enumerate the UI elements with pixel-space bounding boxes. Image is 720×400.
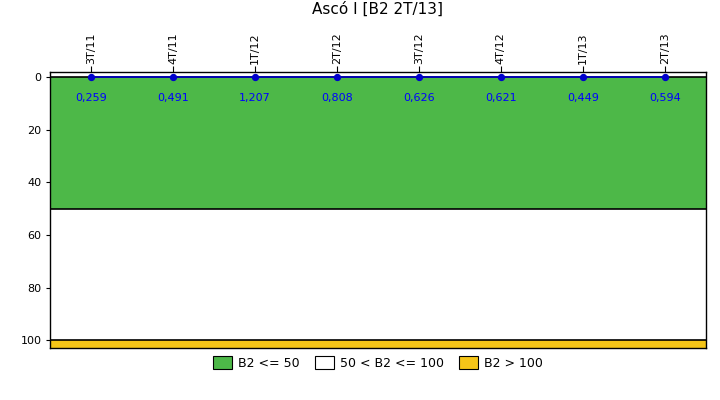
Text: 0,259: 0,259: [76, 93, 107, 103]
Bar: [50, 77, 706, 209]
Title: Ascó I [B2 2T/13]: Ascó I [B2 2T/13]: [312, 2, 444, 17]
Bar: [50, 209, 706, 340]
Bar: [50, 340, 706, 348]
Point: [659, 74, 670, 80]
Text: 1,207: 1,207: [239, 93, 271, 103]
Text: 0,449: 0,449: [567, 93, 599, 103]
Text: 0,594: 0,594: [649, 93, 680, 103]
Point: [413, 74, 425, 80]
Point: [495, 74, 507, 80]
Point: [86, 74, 97, 80]
Text: 0,491: 0,491: [158, 93, 189, 103]
Legend: B2 <= 50, 50 < B2 <= 100, B2 > 100: B2 <= 50, 50 < B2 <= 100, B2 > 100: [208, 351, 548, 375]
Text: 0,808: 0,808: [321, 93, 353, 103]
Point: [168, 74, 179, 80]
Point: [331, 74, 343, 80]
Text: 0,621: 0,621: [485, 93, 517, 103]
Text: 0,626: 0,626: [403, 93, 435, 103]
Point: [249, 74, 261, 80]
Point: [577, 74, 588, 80]
